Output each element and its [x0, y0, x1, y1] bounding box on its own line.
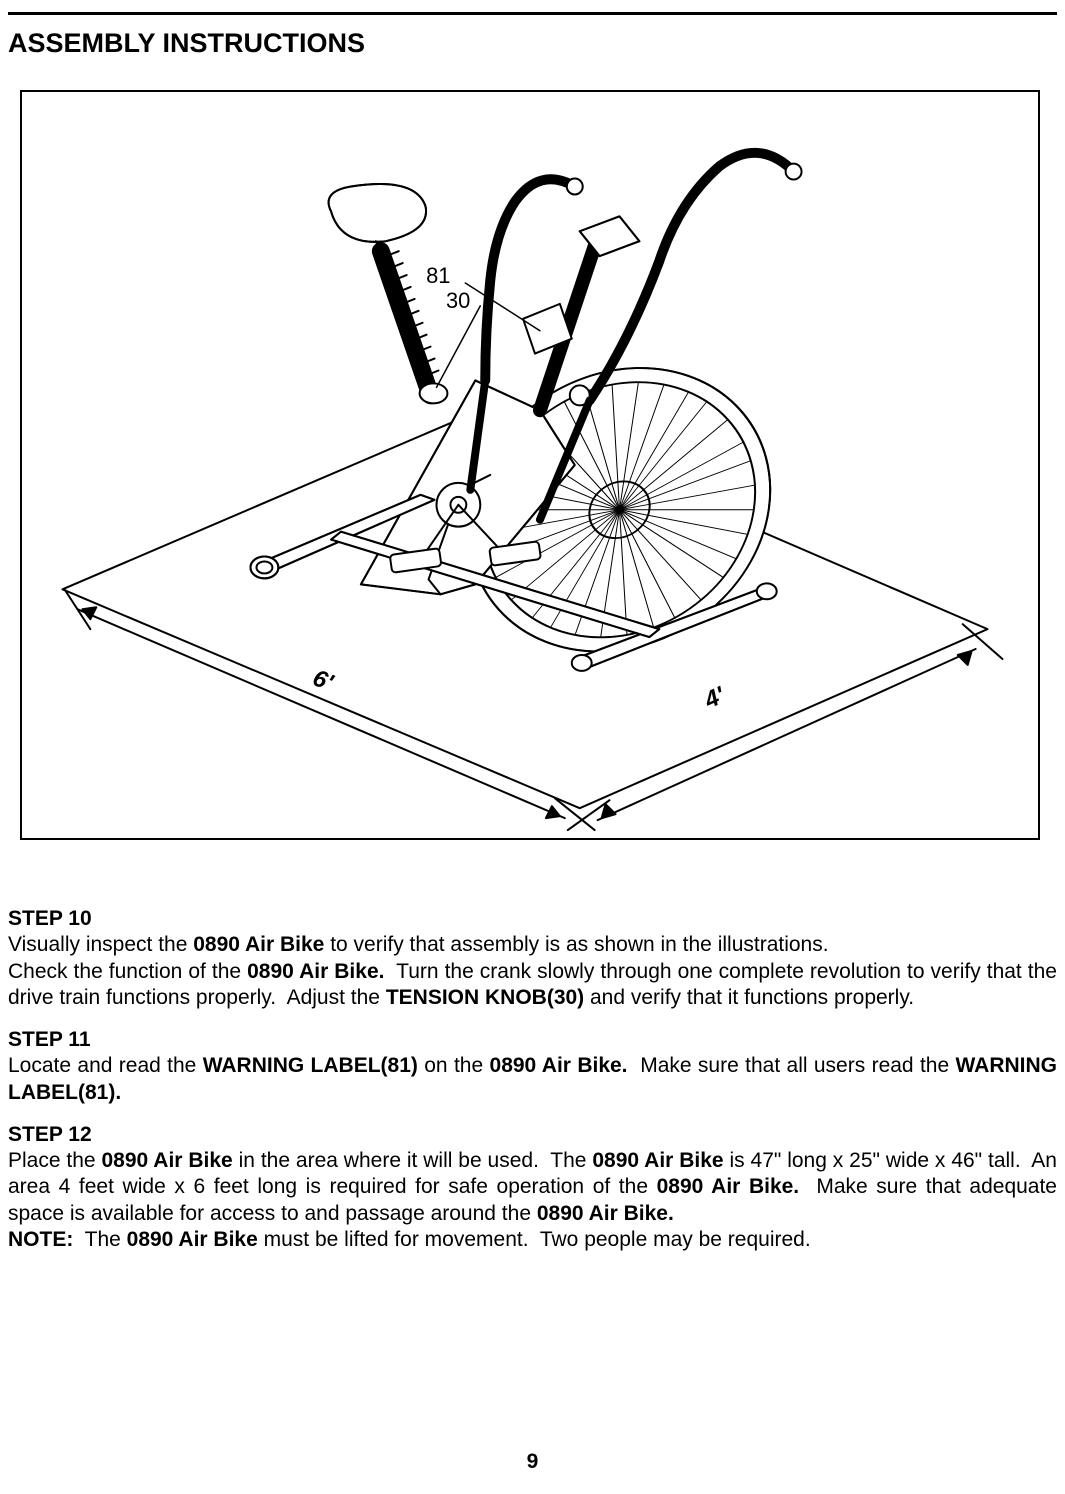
step-12-body: Place the 0890 Air Bike in the area wher… — [8, 1148, 1057, 1253]
step-12: STEP 12 Place the 0890 Air Bike in the a… — [8, 1122, 1057, 1253]
dim-6ft-label: 6' — [309, 664, 338, 697]
page-title: ASSEMBLY INSTRUCTIONS — [8, 28, 365, 59]
diagram-frame: 6' 4' — [20, 90, 1040, 840]
step-12-heading: STEP 12 — [8, 1122, 1057, 1148]
step-10-body: Visually inspect the 0890 Air Bike to ve… — [8, 932, 1057, 1011]
step-10-heading: STEP 10 — [8, 906, 1057, 932]
step-10: STEP 10 Visually inspect the 0890 Air Bi… — [8, 906, 1057, 1011]
top-rule — [8, 12, 1057, 15]
page-number: 9 — [0, 1450, 1065, 1474]
assembly-diagram: 6' 4' — [22, 92, 1038, 838]
callout-30: 30 — [446, 288, 470, 313]
callout-81: 81 — [426, 263, 450, 288]
seat-assembly — [329, 184, 448, 403]
step-11-heading: STEP 11 — [8, 1027, 1057, 1053]
content-area: STEP 10 Visually inspect the 0890 Air Bi… — [8, 890, 1057, 1253]
step-11-body: Locate and read the WARNING LABEL(81) on… — [8, 1053, 1057, 1106]
step-11: STEP 11 Locate and read the WARNING LABE… — [8, 1027, 1057, 1106]
dim-4ft: 4' — [568, 624, 1003, 830]
dim-4ft-label: 4' — [700, 681, 730, 714]
